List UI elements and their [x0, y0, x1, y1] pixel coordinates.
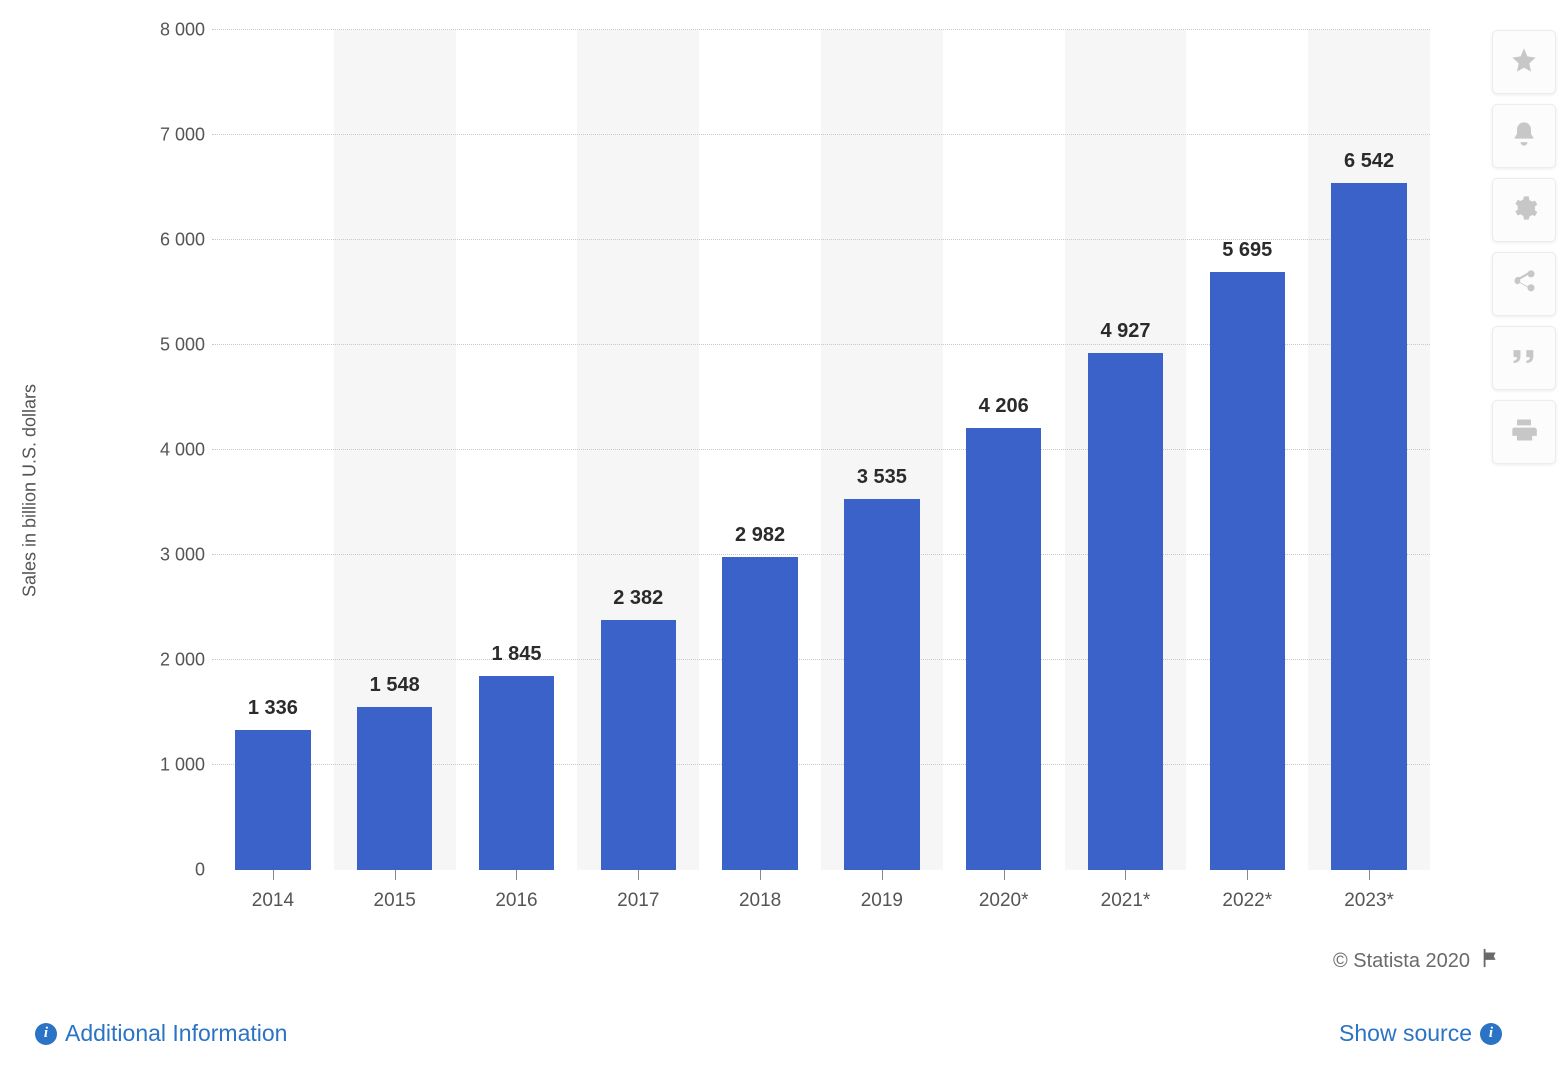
bar-value-label: 4 927: [1100, 320, 1150, 343]
x-tick-label: 2020*: [979, 890, 1029, 912]
x-tick-mark: [1125, 870, 1126, 880]
share-icon: [1510, 268, 1538, 301]
x-tick-label: 2019: [861, 890, 903, 912]
notify-button[interactable]: [1492, 104, 1556, 168]
bar-value-label: 1 845: [491, 643, 541, 666]
bar[interactable]: 6 542: [1331, 183, 1407, 870]
x-tick-label: 2017: [617, 890, 659, 912]
bar[interactable]: 4 927: [1088, 353, 1164, 870]
gridline: [212, 29, 1430, 30]
y-tick-label: 0: [135, 860, 205, 881]
bar-value-label: 3 535: [857, 466, 907, 489]
bar-value-label: 1 548: [370, 674, 420, 697]
bar-value-label: 4 206: [979, 395, 1029, 418]
additional-info-label: Additional Information: [65, 1020, 287, 1047]
x-tick-label: 2015: [374, 890, 416, 912]
info-icon: i: [1480, 1023, 1502, 1045]
x-tick-mark: [1369, 870, 1370, 880]
bar[interactable]: 4 206: [966, 428, 1042, 870]
x-tick-mark: [273, 870, 274, 880]
bar-value-label: 5 695: [1222, 239, 1272, 262]
x-tick-label: 2016: [495, 890, 537, 912]
bar[interactable]: 5 695: [1210, 272, 1286, 870]
bar-slot: 1 8452016: [456, 30, 578, 870]
bar-value-label: 2 982: [735, 524, 785, 547]
x-tick-mark: [760, 870, 761, 880]
flag-icon[interactable]: [1480, 947, 1502, 975]
y-axis-label: Sales in billion U.S. dollars: [20, 384, 41, 597]
bar-slot: 4 2062020*: [943, 30, 1065, 870]
y-tick-label: 3 000: [135, 545, 205, 566]
bar-slot: 1 5482015: [334, 30, 456, 870]
print-icon: [1510, 416, 1538, 449]
plot-area: 1 33620141 54820151 84520162 38220172 98…: [150, 30, 1430, 870]
x-tick-label: 2023*: [1344, 890, 1394, 912]
x-tick-label: 2018: [739, 890, 781, 912]
favorite-button[interactable]: [1492, 30, 1556, 94]
bar[interactable]: 1 548: [357, 707, 433, 870]
x-tick-mark: [1247, 870, 1248, 880]
x-tick-label: 2014: [252, 890, 294, 912]
y-tick-label: 8 000: [135, 20, 205, 41]
bar-slot: 6 5422023*: [1308, 30, 1430, 870]
cite-button[interactable]: [1492, 326, 1556, 390]
bar[interactable]: 2 382: [601, 620, 677, 870]
bar[interactable]: 2 982: [722, 557, 798, 870]
show-source-link[interactable]: Show source i: [1339, 1020, 1502, 1047]
x-tick-mark: [395, 870, 396, 880]
additional-info-link[interactable]: i Additional Information: [35, 1020, 287, 1047]
y-tick-label: 1 000: [135, 755, 205, 776]
y-tick-label: 5 000: [135, 335, 205, 356]
info-icon: i: [35, 1023, 57, 1045]
share-button[interactable]: [1492, 252, 1556, 316]
x-tick-mark: [1004, 870, 1005, 880]
bar-slot: 3 5352019: [821, 30, 943, 870]
footer: © Statista 2020 i Additional Information…: [35, 947, 1502, 1047]
side-toolbar: [1492, 30, 1562, 464]
bar-slot: 4 9272021*: [1065, 30, 1187, 870]
copyright-text: © Statista 2020: [1333, 950, 1470, 973]
bar-slot: 1 3362014: [212, 30, 334, 870]
y-tick-label: 6 000: [135, 230, 205, 251]
bars-container: 1 33620141 54820151 84520162 38220172 98…: [212, 30, 1430, 870]
gridline: [212, 134, 1430, 135]
bar-slot: 2 9822018: [699, 30, 821, 870]
x-tick-mark: [516, 870, 517, 880]
bar-value-label: 2 382: [613, 587, 663, 610]
print-button[interactable]: [1492, 400, 1556, 464]
bar[interactable]: 3 535: [844, 499, 920, 870]
chart-container: Sales in billion U.S. dollars 1 33620141…: [50, 30, 1430, 930]
y-tick-label: 2 000: [135, 650, 205, 671]
copyright: © Statista 2020: [1333, 947, 1502, 975]
x-tick-label: 2021*: [1101, 890, 1151, 912]
bar[interactable]: 1 845: [479, 676, 555, 870]
x-tick-mark: [638, 870, 639, 880]
x-tick-mark: [882, 870, 883, 880]
y-tick-label: 4 000: [135, 440, 205, 461]
gear-icon: [1510, 194, 1538, 227]
bar-value-label: 6 542: [1344, 150, 1394, 173]
y-tick-label: 7 000: [135, 125, 205, 146]
bar-value-label: 1 336: [248, 697, 298, 720]
x-tick-label: 2022*: [1222, 890, 1272, 912]
bell-icon: [1510, 120, 1538, 153]
quote-icon: [1510, 342, 1538, 375]
bar-slot: 2 3822017: [577, 30, 699, 870]
star-icon: [1510, 46, 1538, 79]
bar-slot: 5 6952022*: [1186, 30, 1308, 870]
show-source-label: Show source: [1339, 1020, 1472, 1047]
settings-button[interactable]: [1492, 178, 1556, 242]
bar[interactable]: 1 336: [235, 730, 311, 870]
